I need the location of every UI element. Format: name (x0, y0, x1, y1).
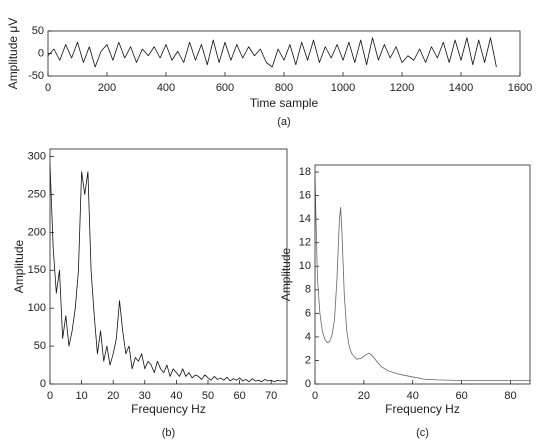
x-tick-label: 40 (170, 390, 182, 402)
y-tick-label: 16 (299, 190, 311, 202)
y-tick-label: 0 (305, 378, 311, 390)
y-tick-label: 12 (299, 237, 311, 249)
y-tick-label: 50 (32, 25, 44, 37)
x-tick-label: 10 (75, 390, 87, 402)
caption: (c) (416, 427, 429, 439)
x-tick-label: 80 (504, 390, 516, 402)
x-tick-label: 0 (47, 390, 53, 402)
plot-frame (47, 30, 521, 77)
x-axis-label: Time sample (250, 96, 319, 110)
x-tick-label: 600 (216, 82, 234, 94)
x-tick-label: 1400 (449, 82, 473, 94)
signal-line (49, 164, 288, 383)
y-tick-label: 50 (34, 340, 46, 352)
y-axis-label: Amplitude (279, 248, 293, 302)
y-tick-label: 300 (28, 150, 46, 162)
y-tick-label: 14 (299, 213, 311, 225)
y-tick-label: 250 (28, 188, 46, 200)
signal-line (47, 37, 497, 68)
plot-frame (49, 148, 288, 385)
y-tick-label: 8 (305, 284, 311, 296)
y-tick-label: -50 (28, 70, 44, 82)
x-tick-label: 1600 (508, 82, 532, 94)
y-axis-label: Amplitude (12, 240, 26, 294)
plot-frame (314, 164, 531, 385)
caption: (a) (277, 116, 290, 128)
caption: (b) (162, 427, 175, 439)
x-tick-label: 70 (265, 390, 277, 402)
y-tick-label: 200 (28, 226, 46, 238)
signal-line (314, 177, 530, 381)
x-tick-label: 800 (275, 82, 293, 94)
x-axis-label: Frequency Hz (385, 402, 460, 416)
x-tick-label: 60 (455, 390, 467, 402)
y-tick-label: 100 (28, 302, 46, 314)
y-tick-label: 6 (305, 307, 311, 319)
x-tick-label: 30 (139, 390, 151, 402)
x-tick-label: 20 (107, 390, 119, 402)
y-tick-label: 0 (40, 378, 46, 390)
x-tick-label: 50 (202, 390, 214, 402)
x-tick-label: 1000 (331, 82, 355, 94)
x-tick-label: 40 (407, 390, 419, 402)
y-tick-label: 2 (305, 354, 311, 366)
x-tick-label: 20 (358, 390, 370, 402)
y-axis-label: Amplitude μV (6, 18, 20, 90)
x-tick-label: 0 (312, 390, 318, 402)
x-axis-label: Frequency Hz (131, 402, 206, 416)
x-tick-label: 0 (45, 82, 51, 94)
y-tick-label: 150 (28, 264, 46, 276)
y-tick-label: 10 (299, 260, 311, 272)
y-tick-label: 18 (299, 166, 311, 178)
x-tick-label: 400 (157, 82, 175, 94)
y-tick-label: 4 (305, 331, 311, 343)
x-tick-label: 1200 (390, 82, 414, 94)
x-tick-label: 60 (233, 390, 245, 402)
x-tick-label: 200 (98, 82, 116, 94)
y-tick-label: 0 (38, 47, 44, 59)
